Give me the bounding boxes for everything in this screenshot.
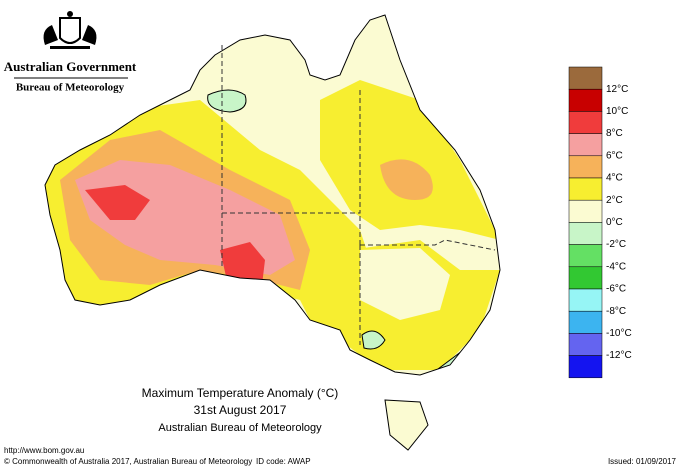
legend-label: 12°C — [606, 84, 628, 95]
map-date: 31st August 2017 — [194, 403, 287, 417]
legend-swatch — [568, 288, 603, 312]
legend-label: 2°C — [606, 195, 623, 206]
legend: 12°C 10°C 8°C 6°C 4°C 2°C 0°C -2°C -4°C -6°C -8°C -… — [568, 66, 632, 379]
legend-label: 4°C — [606, 173, 623, 184]
legend-label: -8°C — [606, 306, 626, 317]
map-source: Australian Bureau of Meteorology — [158, 422, 322, 434]
url: http://www.bom.gov.au — [4, 446, 84, 455]
id-code: ID code: AWAP — [256, 457, 311, 466]
legend-label: -10°C — [606, 328, 632, 339]
legend-swatch — [568, 266, 603, 290]
legend-swatch — [568, 310, 603, 334]
tasmania — [384, 399, 429, 451]
legend-swatch — [568, 199, 603, 223]
legend-swatch — [568, 355, 603, 379]
state-borders — [221, 45, 496, 345]
legend-swatch — [568, 222, 603, 245]
issued: Issued: 01/09/2017 — [608, 457, 677, 466]
legend-swatch — [568, 133, 603, 157]
legend-label: 10°C — [606, 106, 628, 117]
legend-label: -12°C — [606, 350, 632, 361]
legend-label: 8°C — [606, 128, 623, 139]
legend-swatch — [568, 88, 603, 112]
agency: Bureau of Meteorology — [16, 82, 125, 94]
legend-label: 0°C — [606, 217, 623, 228]
legend-swatch — [568, 111, 603, 134]
legend-swatch — [568, 244, 603, 268]
copyright: © Commonwealth of Australia 2017, Austra… — [4, 457, 252, 466]
crest — [43, 11, 97, 49]
legend-label: -6°C — [606, 284, 626, 295]
legend-swatch — [568, 155, 603, 179]
map-title: Maximum Temperature Anomaly (°C) — [142, 386, 339, 400]
legend-label: -4°C — [606, 261, 626, 272]
legend-label: 6°C — [606, 150, 623, 161]
legend-swatch — [568, 333, 603, 356]
legend-swatch — [568, 66, 603, 90]
legend-label: -2°C — [606, 239, 626, 250]
legend-swatch — [568, 177, 603, 201]
coastline — [44, 14, 501, 376]
government: Australian Government — [4, 59, 137, 74]
